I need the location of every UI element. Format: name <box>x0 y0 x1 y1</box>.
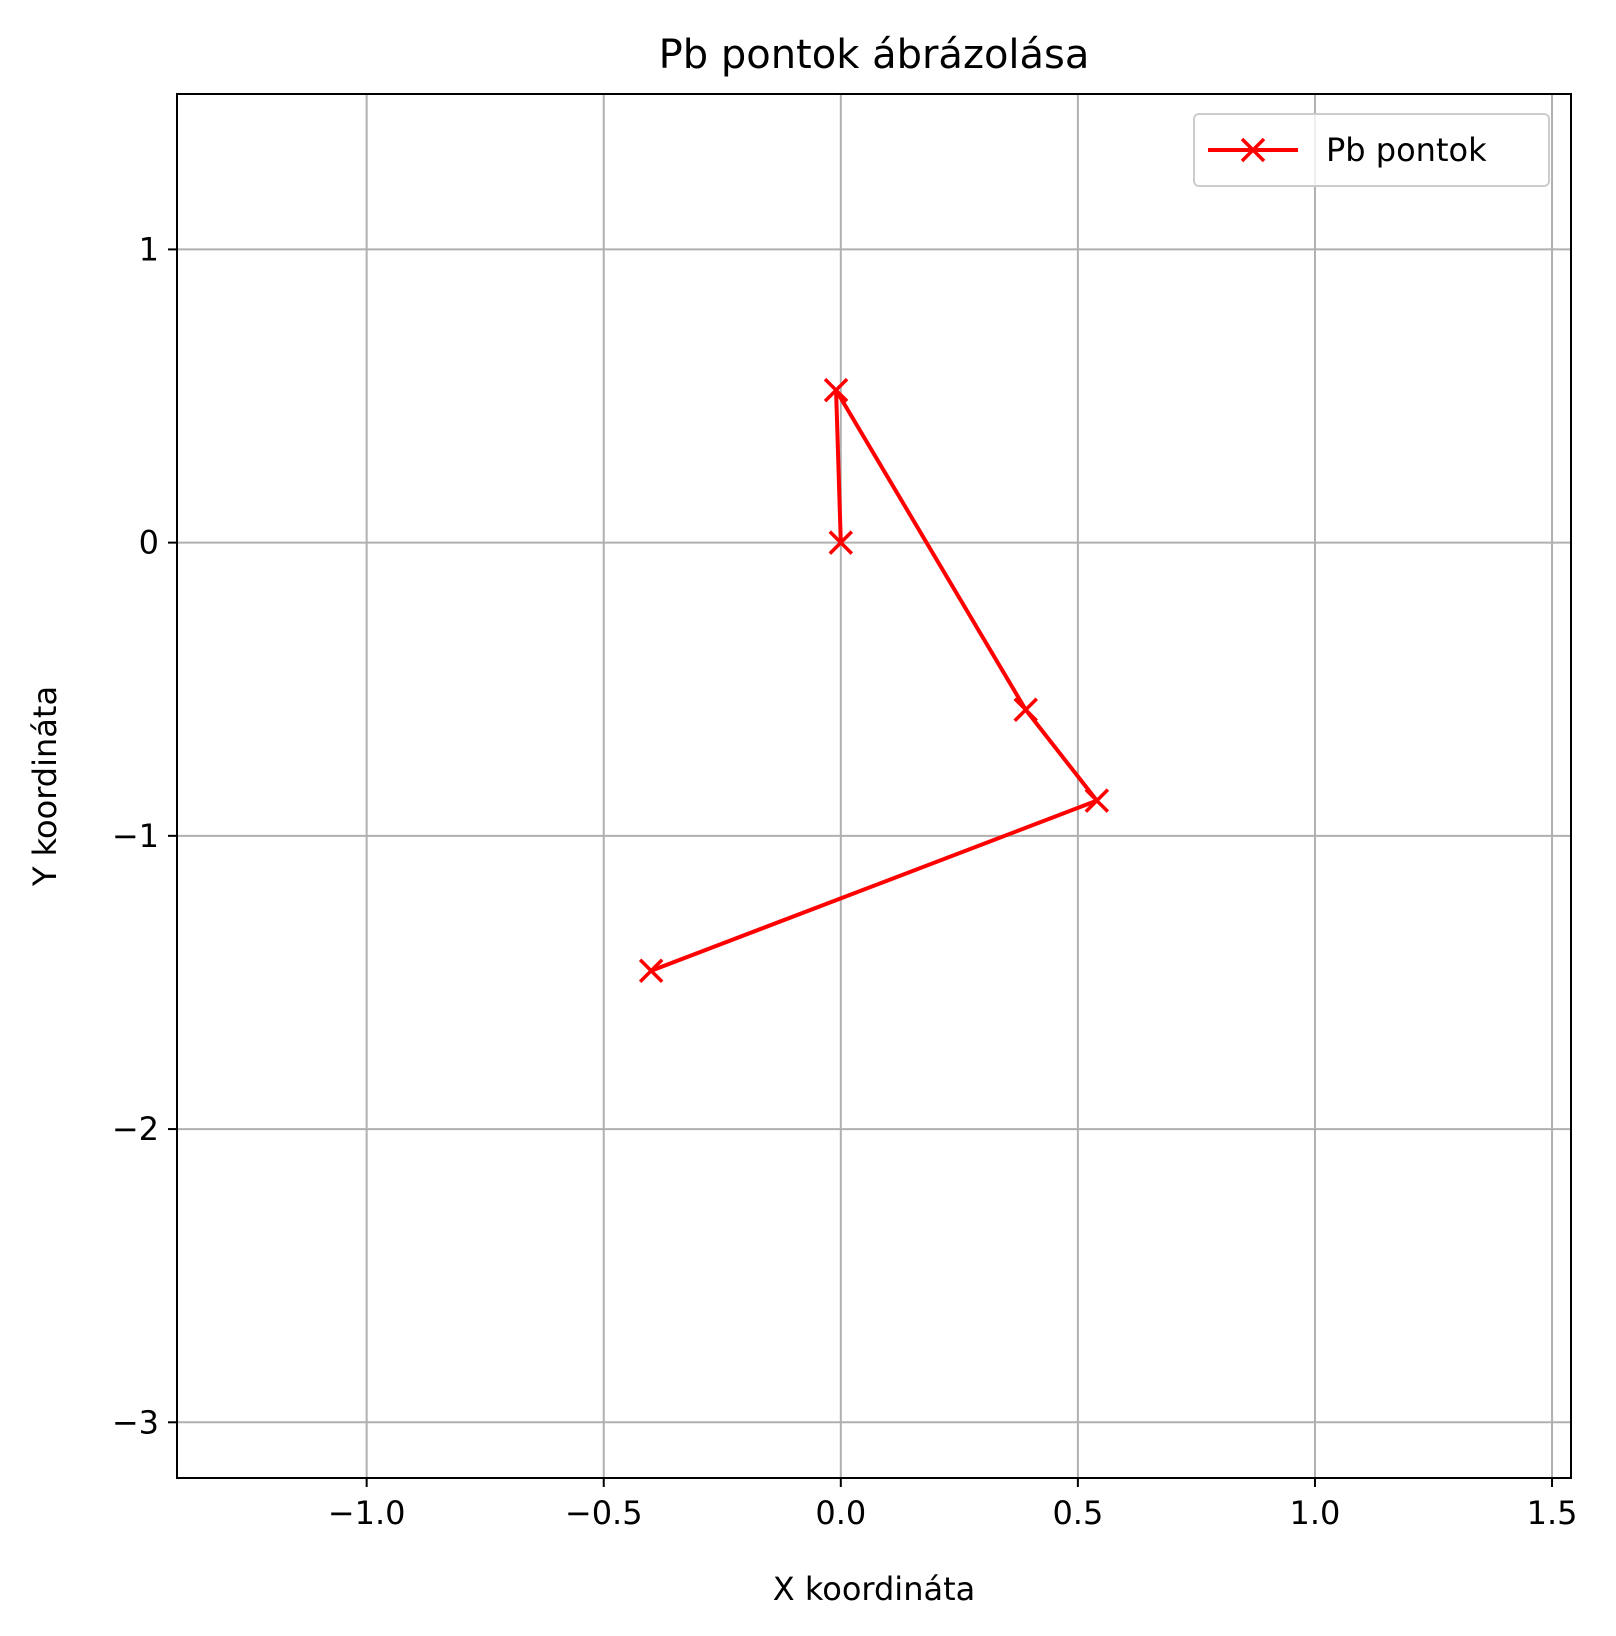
y-tick-label: −3 <box>112 1403 159 1441</box>
x-tick-label: −1.0 <box>328 1494 406 1532</box>
y-tick-label: 0 <box>139 524 159 562</box>
data-point <box>1013 697 1038 723</box>
data-point <box>828 530 854 555</box>
x-marker-stroke <box>1084 788 1110 813</box>
y-tick-label: 1 <box>139 230 159 268</box>
axes-frame <box>176 93 1572 1479</box>
x-tick-label: 0.0 <box>815 1494 866 1532</box>
ticks: −1.0 −0.5 0.0 0.5 1.0 1.5 1 0 −1 −2 −3 <box>112 230 1578 1532</box>
x-axis-label: X koordináta <box>773 1570 975 1608</box>
x-tick-label: 1.0 <box>1290 1494 1341 1532</box>
legend-x-marker-icon <box>1240 137 1266 163</box>
x-tick-label: 1.5 <box>1527 1494 1578 1532</box>
y-tick-label: −2 <box>112 1110 159 1148</box>
y-axis-label: Y koordináta <box>26 686 64 887</box>
data-point <box>638 958 664 983</box>
x-marker-stroke <box>823 377 849 403</box>
y-tick-label: −1 <box>112 817 159 855</box>
x-tick-label: −0.5 <box>565 1494 643 1532</box>
legend-label: Pb pontok <box>1326 131 1487 169</box>
data-point <box>823 377 849 403</box>
x-marker-stroke <box>638 958 664 983</box>
x-marker-stroke <box>1013 697 1038 723</box>
grid <box>177 94 1571 1478</box>
legend: Pb pontok <box>1193 113 1550 187</box>
data-point <box>1084 788 1110 813</box>
series-layer <box>638 377 1110 983</box>
x-tick-label: 0.5 <box>1052 1494 1103 1532</box>
x-marker-stroke <box>1240 137 1266 163</box>
legend-frame <box>1193 113 1550 187</box>
chart-title: Pb pontok ábrázolása <box>659 32 1090 78</box>
x-marker-stroke <box>828 530 854 555</box>
legend-marker <box>1240 137 1266 163</box>
